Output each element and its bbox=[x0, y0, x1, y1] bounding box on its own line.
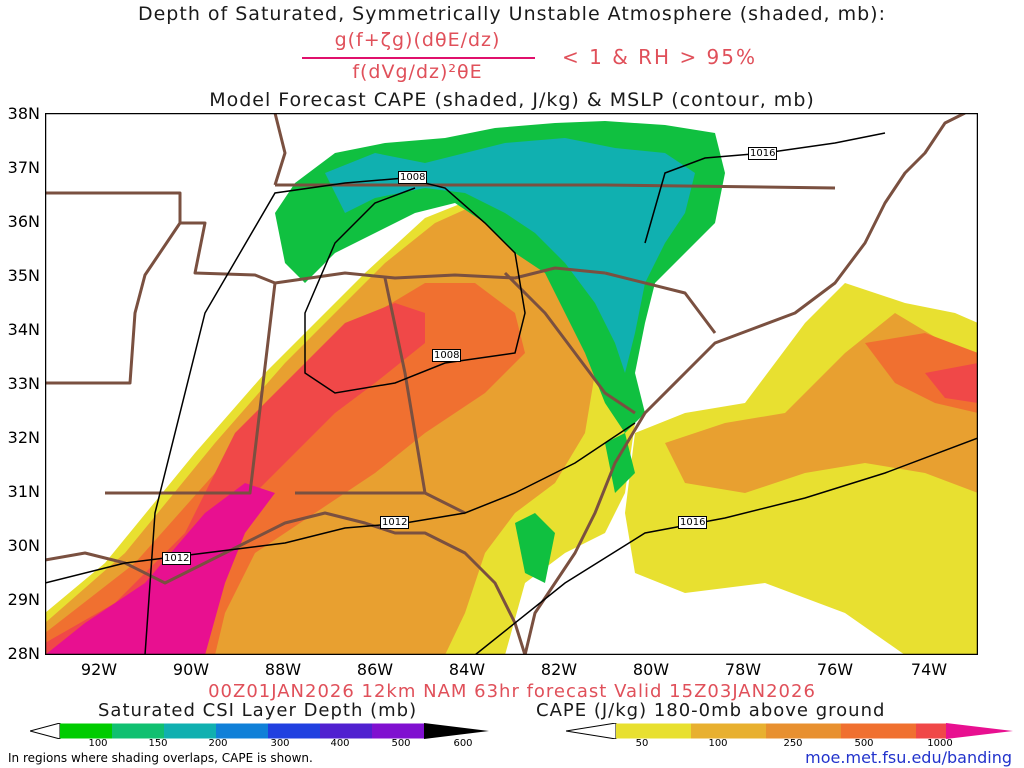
lat-label: 38N bbox=[7, 104, 40, 123]
lon-label: 78W bbox=[724, 660, 762, 679]
footer-url[interactable]: moe.met.fsu.edu/banding bbox=[805, 748, 1012, 767]
cape-swatch bbox=[841, 723, 916, 739]
lon-label: 80W bbox=[632, 660, 670, 679]
lon-label: 88W bbox=[264, 660, 302, 679]
csi-tick: 200 bbox=[208, 738, 228, 749]
csi-swatch bbox=[320, 723, 372, 739]
csi-swatch bbox=[268, 723, 320, 739]
csi-swatch bbox=[112, 723, 164, 739]
lat-label: 36N bbox=[7, 212, 40, 231]
isobar-label: 1016 bbox=[678, 516, 708, 529]
lon-label: 82W bbox=[540, 660, 578, 679]
isobar-label: 1008 bbox=[398, 171, 428, 184]
csi-swatch bbox=[164, 723, 216, 739]
borders bbox=[45, 113, 966, 655]
isobar-label: 1012 bbox=[380, 516, 410, 529]
cape-tick: 500 bbox=[854, 738, 874, 749]
isobar-label: 1012 bbox=[162, 552, 192, 565]
formula-condition: < 1 & RH > 95% bbox=[562, 45, 758, 69]
lon-label: 76W bbox=[816, 660, 854, 679]
csi-swatch bbox=[372, 723, 424, 739]
lon-label: 86W bbox=[356, 660, 394, 679]
csi-swatch bbox=[60, 723, 112, 739]
csi-tick: 600 bbox=[453, 738, 473, 749]
cape-swatch bbox=[691, 723, 766, 739]
cape-tick: 250 bbox=[783, 738, 803, 749]
formula-denominator: f(dVg/dz)²θE bbox=[352, 61, 483, 83]
cape-swatch bbox=[616, 723, 691, 739]
forecast-map bbox=[45, 113, 978, 655]
isobar-label: 1008 bbox=[432, 349, 462, 362]
lat-label: 37N bbox=[7, 158, 40, 177]
csi-colorbar bbox=[30, 723, 489, 739]
valid-time: 00Z01JAN2026 12km NAM 63hr forecast Vali… bbox=[208, 681, 816, 702]
lat-label: 31N bbox=[7, 482, 40, 501]
csi-tick: 300 bbox=[270, 738, 290, 749]
csi-tick: 100 bbox=[88, 738, 108, 749]
lat-label: 34N bbox=[7, 320, 40, 339]
cape-colorbar-title: CAPE (J/kg) 180-0mb above ground bbox=[536, 700, 886, 721]
title-line1: Depth of Saturated, Symmetrically Unstab… bbox=[137, 3, 886, 25]
isobar-label: 1016 bbox=[748, 147, 778, 160]
lat-label: 33N bbox=[7, 374, 40, 393]
cape-tick: 50 bbox=[635, 738, 649, 749]
csi-swatch bbox=[216, 723, 268, 739]
cape-colorbar bbox=[566, 723, 1013, 739]
lat-label: 29N bbox=[7, 590, 40, 609]
cape-swatch bbox=[916, 723, 946, 739]
lat-label: 32N bbox=[7, 428, 40, 447]
lat-label: 30N bbox=[7, 536, 40, 555]
csi-tick: 150 bbox=[148, 738, 168, 749]
lon-label: 84W bbox=[448, 660, 486, 679]
lat-label: 28N bbox=[7, 644, 40, 663]
cape-tick: 1000 bbox=[927, 738, 953, 749]
footer-note: In regions where shading overlaps, CAPE … bbox=[8, 751, 313, 765]
lon-label: 74W bbox=[910, 660, 948, 679]
csi-tick: 400 bbox=[330, 738, 350, 749]
csi-colorbar-title: Saturated CSI Layer Depth (mb) bbox=[98, 700, 418, 721]
cape-swatch bbox=[766, 723, 841, 739]
formula-numerator: g(f+ζg)(dθE/dz) bbox=[334, 29, 501, 51]
csi-tick: 500 bbox=[391, 738, 411, 749]
lon-label: 90W bbox=[172, 660, 210, 679]
fraction-bar bbox=[302, 57, 535, 59]
lat-label: 35N bbox=[7, 266, 40, 285]
cape-tick: 100 bbox=[708, 738, 728, 749]
title-line2: Model Forecast CAPE (shaded, J/kg) & MSL… bbox=[209, 89, 815, 111]
lon-label: 92W bbox=[80, 660, 118, 679]
